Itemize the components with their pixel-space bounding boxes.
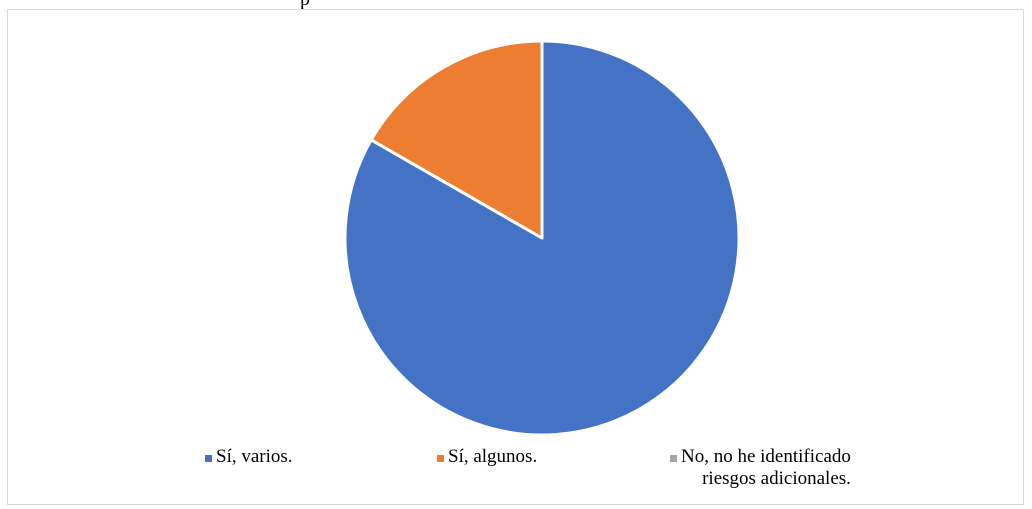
chart-legend: Sí, varios. Sí, algunos. No, no he ident… <box>0 446 1032 506</box>
legend-label-no-line1: No, no he identificado <box>681 446 851 467</box>
legend-swatch-si-algunos <box>437 455 444 462</box>
pie-slice-2 <box>369 39 544 240</box>
legend-label-si-algunos: Sí, algunos. <box>448 446 538 467</box>
legend-item-si-algunos: Sí, algunos. <box>437 446 537 468</box>
pie-slice-1 <box>343 39 741 437</box>
legend-item-no: No, no he identificado riesgos adicional… <box>670 446 851 490</box>
chart-area <box>7 9 1024 505</box>
legend-swatch-si-varios <box>205 455 212 462</box>
legend-swatch-no <box>670 455 677 462</box>
legend-item-si-varios: Sí, varios. <box>205 446 293 468</box>
chart-title-fragment: p <box>300 0 340 11</box>
legend-label-no-line2: riesgos adicionales. <box>702 468 851 489</box>
legend-label-si-varios: Sí, varios. <box>216 446 293 467</box>
